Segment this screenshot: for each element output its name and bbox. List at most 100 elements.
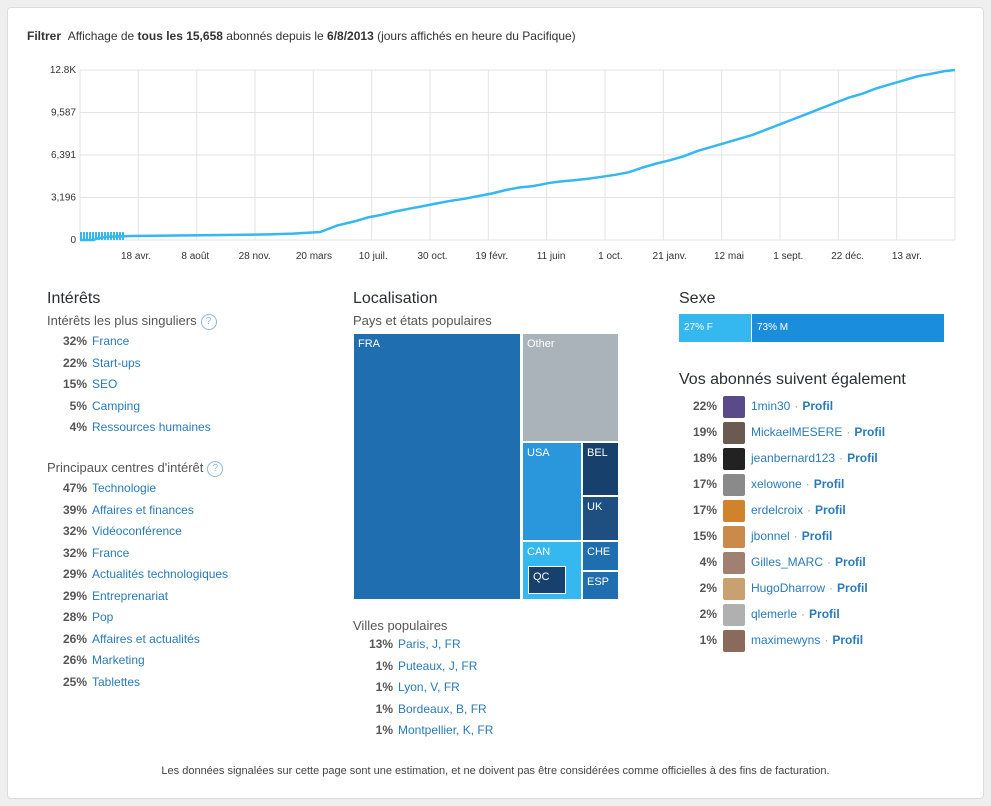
main-interest-item-link[interactable]: Affaires et finances [92, 502, 194, 517]
main-interest-item: 26% Marketing [47, 650, 228, 672]
treemap-cell-bel[interactable]: BEL [582, 442, 619, 496]
treemap-cell-uk[interactable]: UK [582, 496, 619, 541]
percentage: 22% [692, 399, 717, 413]
main-interest-item-link[interactable]: Tablettes [92, 674, 141, 689]
city-item-link[interactable]: Bordeaux, B, FR [398, 701, 487, 716]
y-tick-label: 6,391 [51, 150, 76, 161]
treemap-cell-usa[interactable]: USA [522, 442, 582, 541]
main-interest-item-link[interactable]: Actualités technologiques [92, 567, 229, 581]
city-item-link[interactable]: Lyon, V, FR [398, 680, 460, 694]
main-interest-item: 39% Affaires et finances [47, 500, 228, 522]
avatar[interactable] [723, 421, 745, 444]
percentage: 13% [368, 637, 393, 651]
profile-link[interactable]: Profil [813, 477, 845, 491]
account-name-link[interactable]: 1min30 [751, 399, 791, 413]
country-treemap: FRA Other USA BEL UK CAN QC CHE ESP [353, 333, 619, 600]
percentage: 4% [69, 420, 87, 434]
also-follow-item: 15% jbonnel · Profil [679, 523, 832, 549]
percentage: 32% [62, 545, 87, 560]
avatar[interactable] [723, 395, 745, 418]
avatar[interactable] [723, 525, 745, 548]
y-tick-label: 0 [70, 235, 76, 246]
y-tick-label: 3,196 [51, 193, 76, 204]
account-name-link[interactable]: MickaelMESERE [751, 425, 843, 439]
also-follow-item: 4% Gilles_MARC · Profil [679, 549, 866, 575]
gender-female-segment: 27% F [679, 314, 751, 342]
follower-series-line [80, 68, 956, 242]
avatar[interactable] [723, 447, 745, 470]
treemap-cell-fra[interactable]: FRA [353, 333, 521, 600]
avatar[interactable] [723, 473, 745, 496]
cities-list: 13% Paris, J, FR 1% Puteaux, J, FR 1% Lyon, V… [353, 634, 493, 742]
start-date: 6/8/2013 [327, 29, 374, 43]
distinct-interest-item-link[interactable]: SEO [92, 377, 118, 391]
profile-link[interactable]: Profil [802, 399, 834, 413]
percentage: 26% [62, 631, 87, 646]
chart-y-axis: 0 3,196 6,391 9,587 12.8K [50, 65, 77, 246]
percentage: 19% [692, 425, 717, 439]
x-tick-label: 20 mars [296, 251, 332, 262]
distinct-interest-item-link[interactable]: Ressources humaines [92, 420, 211, 434]
account-name-link[interactable]: erdelcroix [751, 503, 804, 517]
follower-count: tous les 15,658 [137, 29, 223, 43]
profile-link[interactable]: Profil [835, 555, 866, 569]
city-item-link[interactable]: Paris, J, FR [398, 637, 461, 651]
profile-link[interactable]: Profil [837, 581, 868, 595]
help-icon[interactable]: ? [207, 460, 224, 477]
main-interest-item-link[interactable]: Affaires et actualités [92, 631, 200, 646]
avatar[interactable] [723, 603, 745, 626]
main-interest-item-link[interactable]: France [92, 545, 130, 560]
x-tick-label: 19 févr. [475, 251, 508, 262]
treemap-cell-esp[interactable]: ESP [582, 571, 619, 600]
main-interest-item-link[interactable]: Vidéoconférence [92, 524, 182, 538]
header-suffix: (jours affichés en heure du Pacifique) [377, 29, 576, 43]
separator: · [827, 555, 832, 569]
account-name-link[interactable]: maximewyns [751, 633, 821, 647]
distinct-interests-title: Intérêts les plus singuliers? [47, 313, 217, 330]
distinct-interests-label: Intérêts les plus singuliers [47, 313, 197, 328]
city-item-link[interactable]: Puteaux, J, FR [398, 658, 478, 673]
profile-link[interactable]: Profil [847, 451, 878, 465]
percentage: 1% [375, 701, 393, 716]
help-icon[interactable]: ? [200, 313, 217, 330]
main-interest-item-link[interactable]: Technologie [92, 481, 157, 495]
distinct-interest-item-link[interactable]: France [92, 334, 130, 348]
profile-link[interactable]: Profil [815, 503, 846, 517]
percentage: 5% [69, 398, 87, 413]
main-interest-item-link[interactable]: Pop [92, 610, 114, 624]
account-name-link[interactable]: HugoDharrow [751, 581, 826, 595]
main-interest-item-link[interactable]: Marketing [92, 653, 145, 667]
y-tick-label: 12.8K [50, 65, 76, 76]
account-name-link[interactable]: Gilles_MARC [751, 555, 824, 569]
profile-link[interactable]: Profil [809, 607, 840, 621]
distinct-interest-item-link[interactable]: Camping [92, 398, 141, 413]
city-item: 1% Lyon, V, FR [353, 677, 493, 699]
distinct-interest-item-link[interactable]: Start-ups [92, 355, 141, 370]
avatar[interactable] [723, 551, 745, 574]
distinct-interest-item: 15% SEO [47, 374, 211, 396]
percentage: 29% [62, 588, 87, 603]
x-tick-label: 28 nov. [239, 251, 271, 262]
percentage: 15% [62, 377, 87, 391]
filter-button[interactable]: Filtrer [27, 29, 62, 43]
distinct-interest-item: 5% Camping [47, 396, 211, 418]
avatar[interactable] [723, 629, 745, 652]
account-name-link[interactable]: qlemerle [751, 607, 798, 621]
distinct-interests-list: 32% France 22% Start-ups 15% SEO 5% Camping 4% Re… [47, 331, 211, 439]
treemap-cell-qc[interactable]: QC [528, 566, 566, 594]
account-name-link[interactable]: jeanbernard123 [751, 451, 836, 465]
account-name-link[interactable]: jbonnel [751, 529, 790, 543]
treemap-cell-che[interactable]: CHE [582, 541, 619, 571]
treemap-cell-other[interactable]: Other [522, 333, 619, 442]
separator: · [824, 633, 829, 647]
avatar[interactable] [723, 577, 745, 600]
main-interest-item-link[interactable]: Entreprenariat [92, 588, 169, 603]
profile-link[interactable]: Profil [854, 425, 886, 439]
percentage: 1% [375, 723, 393, 737]
profile-link[interactable]: Profil [801, 529, 833, 543]
city-item-link[interactable]: Montpellier, K, FR [398, 723, 494, 737]
separator: · [793, 529, 798, 543]
profile-link[interactable]: Profil [832, 633, 864, 647]
avatar[interactable] [723, 499, 745, 522]
account-name-link[interactable]: xelowone [751, 477, 802, 491]
